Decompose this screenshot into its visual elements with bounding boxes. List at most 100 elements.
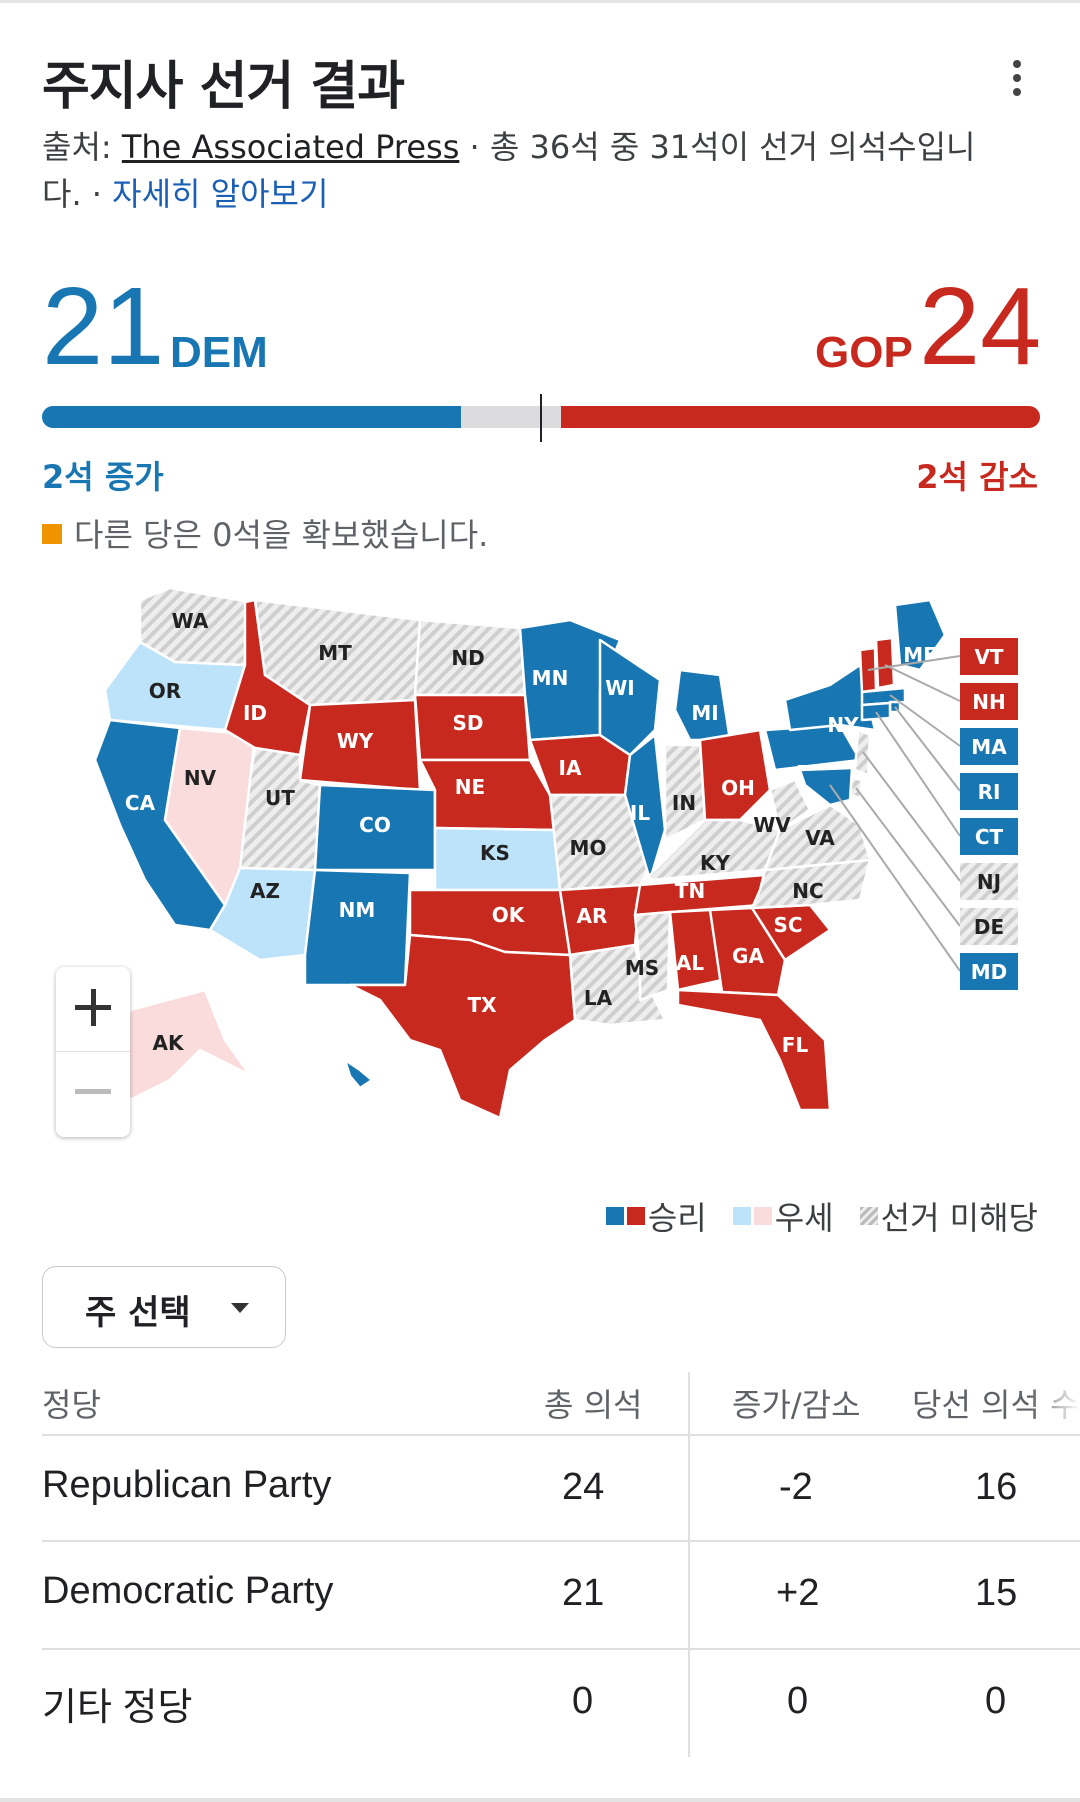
state-wv[interactable] — [768, 778, 812, 832]
party-name: 기타 정당 — [42, 1687, 193, 1729]
state-label-nv: NV — [184, 766, 217, 790]
header-party: 정당 — [42, 1386, 101, 1424]
leader-line-vt — [867, 655, 961, 671]
dem-label: DEM — [170, 328, 268, 377]
state-box-label-de: DE — [974, 915, 1004, 939]
leader-line-ma — [889, 694, 961, 747]
state-box-vt[interactable] — [960, 638, 1018, 675]
state-ga[interactable] — [708, 906, 787, 997]
source-link[interactable]: The Associated Press — [121, 128, 460, 166]
state-ny[interactable] — [783, 663, 877, 732]
learn-more-link[interactable]: 자세히 알아보기 — [112, 175, 329, 213]
state-label-mi: MI — [691, 701, 718, 725]
state-label-ca: CA — [125, 791, 156, 815]
state-md[interactable] — [798, 766, 854, 807]
state-label-id: ID — [243, 701, 267, 725]
header-fade — [1030, 1372, 1080, 1432]
state-la[interactable] — [568, 943, 667, 1027]
dem-seat-count: 21 — [42, 265, 165, 388]
state-box-ct[interactable] — [960, 818, 1018, 855]
legend-no-race-label: 선거 미해당 — [880, 1199, 1038, 1237]
row-divider — [42, 1648, 1080, 1650]
state-mo[interactable] — [548, 793, 652, 892]
state-hi[interactable] — [343, 1058, 374, 1090]
leader-line-de — [855, 787, 961, 927]
leader-line-nj — [862, 751, 961, 882]
state-label-fl: FL — [782, 1033, 809, 1057]
state-me[interactable] — [893, 598, 947, 672]
more-options-icon[interactable] — [1005, 58, 1029, 98]
us-election-map[interactable]: WA OR CA NV ID MT WY UT AZ CO NM ND SD NE KS OK TX MN IA MO… — [0, 580, 1080, 1140]
state-box-nj[interactable] — [960, 863, 1018, 900]
state-label-la: LA — [584, 986, 613, 1010]
state-wi[interactable] — [598, 638, 662, 757]
total-seats: 0 — [572, 1680, 594, 1722]
bottom-divider — [0, 1798, 1080, 1802]
total-seats: 21 — [562, 1572, 605, 1614]
header-change: 증가/감소 — [732, 1386, 861, 1424]
state-box-label-ma: MA — [971, 735, 1007, 759]
state-label-ms: MS — [625, 956, 659, 980]
state-box-nh[interactable] — [960, 683, 1018, 720]
state-label-ga: GA — [732, 944, 764, 968]
header-total-seats: 총 의석 — [544, 1386, 643, 1424]
state-label-az: AZ — [250, 879, 280, 903]
state-label-ak: AK — [153, 1031, 185, 1055]
page-title: 주지사 선거 결과 — [42, 57, 405, 117]
state-tx[interactable] — [348, 933, 577, 1120]
state-select-dropdown[interactable]: 주 선택 — [42, 1266, 286, 1348]
column-divider — [688, 1372, 690, 1757]
state-box-label-nh: NH — [972, 690, 1005, 714]
party-name: Democratic Party — [42, 1570, 334, 1612]
state-label-tn: TN — [675, 879, 705, 903]
seat-change: +2 — [776, 1572, 820, 1614]
state-label-wa: WA — [172, 609, 209, 633]
state-label-wv: WV — [753, 813, 791, 837]
legend-win: 승리 — [605, 1193, 707, 1239]
state-il[interactable] — [623, 733, 667, 882]
state-box-de[interactable] — [960, 908, 1018, 945]
leader-line-ct — [875, 711, 961, 837]
state-box-label-vt: VT — [974, 645, 1003, 669]
state-label-nm: NM — [339, 898, 376, 922]
seat-change: 0 — [787, 1680, 809, 1722]
state-label-in: IN — [672, 791, 696, 815]
state-label-il: IL — [630, 801, 650, 825]
state-label-mo: MO — [570, 836, 607, 860]
state-label-al: AL — [676, 951, 704, 975]
legend-lean-label: 우세 — [774, 1199, 834, 1237]
state-box-md[interactable] — [960, 953, 1018, 990]
zoom-out-button[interactable] — [56, 1052, 130, 1136]
state-ms[interactable] — [633, 910, 672, 1002]
source-prefix: 출처: — [42, 128, 122, 166]
state-ne[interactable] — [418, 758, 557, 832]
state-va[interactable] — [763, 803, 872, 872]
seat-bar-dem — [42, 406, 462, 428]
state-label-sd: SD — [452, 711, 483, 735]
won-seats: 15 — [975, 1572, 1018, 1614]
won-seats: 16 — [975, 1466, 1018, 1508]
leader-line-md — [829, 784, 961, 972]
dem-change: 2석 증가 — [42, 458, 164, 496]
state-box-ri[interactable] — [960, 773, 1018, 810]
state-label-mt: MT — [318, 641, 352, 665]
state-nh[interactable] — [874, 636, 896, 690]
state-box-label-nj: NJ — [977, 870, 1001, 894]
source-line: 출처: The Associated Press · 총 36석 중 31석이 … — [42, 124, 1002, 218]
state-nm[interactable] — [303, 868, 412, 987]
state-label-ky: KY — [700, 851, 730, 875]
majority-marker — [540, 394, 542, 442]
state-label-va: VA — [805, 826, 835, 850]
state-oh[interactable] — [698, 728, 772, 822]
state-label-nc: NC — [792, 879, 823, 903]
state-fl[interactable] — [676, 988, 832, 1112]
state-ak[interactable] — [118, 988, 252, 1102]
state-box-ma[interactable] — [960, 728, 1018, 765]
legend-win-label: 승리 — [647, 1199, 707, 1237]
state-ct[interactable] — [860, 701, 892, 722]
state-label-wi: WI — [605, 676, 635, 700]
won-seats: 0 — [985, 1680, 1007, 1722]
zoom-in-button[interactable] — [56, 967, 130, 1052]
state-label-ne: NE — [455, 775, 485, 799]
row-divider — [42, 1540, 1080, 1542]
